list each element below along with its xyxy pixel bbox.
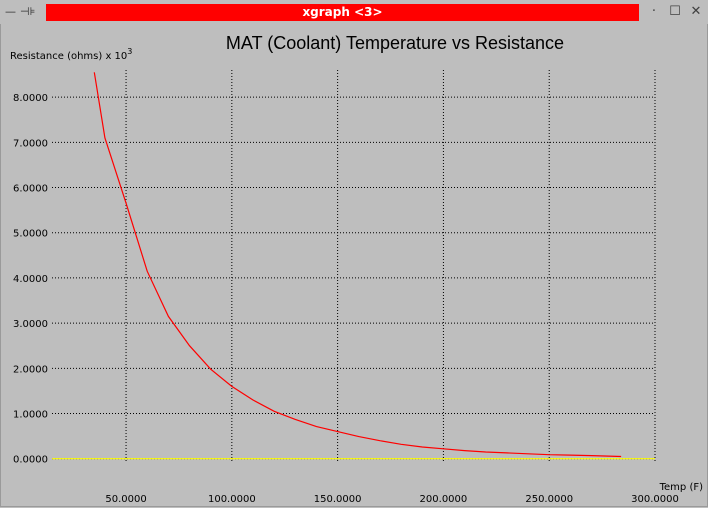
titlebar-right-controls: · ☐ ✕ (648, 4, 702, 20)
y-axis-label: Resistance (ohms) x 103 (10, 47, 132, 62)
maximize-icon[interactable]: ☐ (669, 4, 681, 19)
y-tick-label: 0.0000 (13, 455, 48, 466)
y-tick-label: 4.0000 (13, 274, 48, 285)
y-tick-labels: 0.0000 1.0000 2.0000 3.0000 4.0000 5.0000 6.00… (13, 93, 48, 466)
grid-layer (52, 70, 656, 461)
y-tick-label: 7.0000 (13, 138, 48, 149)
window-title: xgraph <3> (46, 4, 639, 21)
x-tick-label: 100.0000 (208, 494, 256, 505)
menu-dots-icon[interactable]: · (651, 4, 657, 19)
window-menu-icon[interactable]: — (5, 5, 16, 18)
x-tick-label: 50.0000 (105, 494, 146, 505)
y-tick-label: 1.0000 (13, 410, 48, 421)
y-tick-label: 3.0000 (13, 319, 48, 330)
y-tick-label: 8.0000 (13, 93, 48, 104)
y-axis-label-text: Resistance (ohms) x 10 (10, 51, 127, 62)
pin-icon[interactable]: ⊣⊧ (20, 5, 36, 18)
x-tick-label: 300.0000 (631, 494, 679, 505)
close-icon[interactable]: ✕ (690, 4, 702, 19)
series-layer (52, 72, 655, 460)
y-axis-label-exponent: 3 (127, 47, 132, 56)
x-tick-labels: 50.0000 100.0000 150.0000 200.0000 250.0000 3… (105, 494, 678, 505)
y-tick-label: 5.0000 (13, 229, 48, 240)
titlebar-left-controls: — ⊣⊧ (5, 4, 35, 20)
x-tick-label: 150.0000 (314, 494, 362, 505)
y-tick-label: 2.0000 (13, 364, 48, 375)
chart-title: MAT (Coolant) Temperature vs Resistance (226, 33, 564, 53)
y-tick-label: 6.0000 (13, 184, 48, 195)
x-tick-label: 250.0000 (525, 494, 573, 505)
window-titlebar[interactable]: — ⊣⊧ xgraph <3> · ☐ ✕ (0, 0, 708, 24)
resistance-curve (93, 72, 622, 458)
x-axis-label: Temp (F) (659, 482, 703, 493)
x-tick-label: 200.0000 (420, 494, 468, 505)
